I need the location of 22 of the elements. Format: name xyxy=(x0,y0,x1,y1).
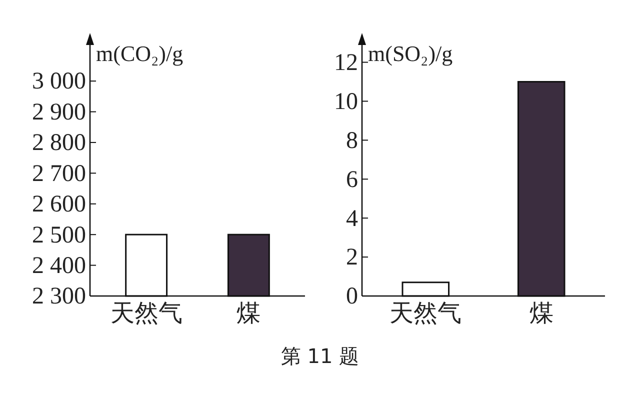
y-tick-label: 2 300 xyxy=(32,284,86,310)
y-axis-title: m(SO₂)/g xyxy=(368,41,453,66)
y-tick-label: 2 600 xyxy=(32,192,86,218)
y-tick-label: 2 700 xyxy=(32,160,86,187)
x-tick-label: 煤 xyxy=(236,299,261,328)
y-tick-label: 2 xyxy=(346,244,358,271)
text: 第 11 题 xyxy=(280,344,360,368)
x-tick-label: 天然气 xyxy=(110,299,182,328)
y-tick-label: 2 800 xyxy=(32,130,86,156)
y-tick-label: 3 000 xyxy=(32,68,86,95)
y-tick-label: 2 900 xyxy=(32,99,86,126)
y-tick-label: 8 xyxy=(346,128,358,154)
y-tick-label: 2 500 xyxy=(32,222,86,248)
y-axis-title: m(CO₂)/g xyxy=(96,41,184,66)
y-tick-label: 2 400 xyxy=(32,252,86,279)
x-tick-label: 天然气 xyxy=(390,299,462,328)
y-tick-label: 12 xyxy=(334,50,358,76)
y-tick-label: 6 xyxy=(346,166,358,193)
y-tick-label: 4 xyxy=(346,206,358,232)
y-tick-label: 0 xyxy=(346,284,358,310)
y-tick-label: 10 xyxy=(334,88,358,115)
x-tick-label: 煤 xyxy=(529,299,554,328)
